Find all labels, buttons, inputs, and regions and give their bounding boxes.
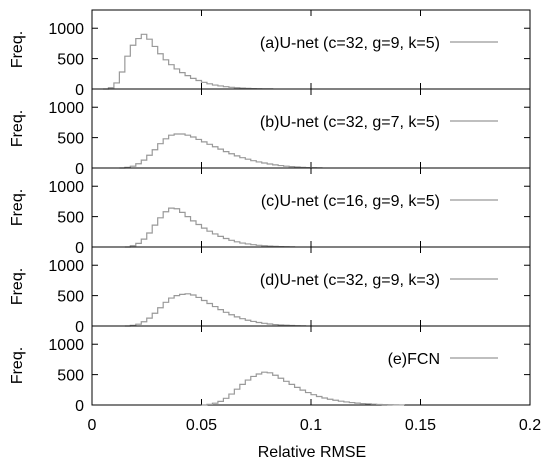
legend-entry: (c)U-net (c=16, g=9, k=5) bbox=[261, 193, 440, 210]
x-tick-label: 0.1 bbox=[300, 417, 322, 434]
y-axis-label: Freq. bbox=[9, 110, 26, 147]
y-tick-label: 1000 bbox=[48, 21, 84, 38]
legend-entry: (a)U-net (c=32, g=9, k=5) bbox=[260, 35, 440, 52]
y-tick-label: 500 bbox=[57, 289, 84, 306]
x-tick-label: 0 bbox=[88, 417, 97, 434]
x-tick-label: 0.05 bbox=[186, 417, 217, 434]
histogram-series bbox=[119, 133, 323, 169]
panel-c: 0 500 1000 Freq. (c)U-net (c=16, g=9, k=5) bbox=[9, 167, 531, 257]
histogram-series bbox=[124, 293, 307, 327]
y-axis-label: Freq. bbox=[9, 347, 26, 384]
histogram-series bbox=[124, 207, 296, 248]
x-tick-label: 0.2 bbox=[519, 417, 541, 434]
legend-entry: (d)U-net (c=32, g=9, k=3) bbox=[260, 272, 440, 289]
y-tick-label: 500 bbox=[57, 210, 84, 227]
panel-d: 0 500 1000 Freq. (d)U-net (c=32, g=9, k=3) bbox=[9, 246, 531, 336]
panel-b: 0 500 1000 Freq. (b)U-net (c=32, g=7, k=5) bbox=[9, 88, 531, 178]
y-tick-label: 0 bbox=[75, 161, 84, 178]
y-tick-label: 0 bbox=[75, 240, 84, 257]
y-tick-label: 1000 bbox=[48, 179, 84, 196]
legend-entry: (b)U-net (c=32, g=7, k=5) bbox=[260, 114, 440, 131]
legend-entry: (e)FCN bbox=[388, 351, 440, 368]
histogram-series bbox=[201, 371, 405, 406]
y-axis-label: Freq. bbox=[9, 189, 26, 226]
panel-e: 0 500 1000 Freq. (e)FCN bbox=[9, 325, 531, 415]
y-axis-label: Freq. bbox=[9, 268, 26, 305]
y-tick-label: 1000 bbox=[48, 258, 84, 275]
y-tick-label: 0 bbox=[75, 82, 84, 99]
panel-a: 0 500 1000 Freq. (a)U-net (c=32, g=9, k=5) bbox=[9, 9, 531, 99]
y-axis-label: Freq. bbox=[9, 31, 26, 68]
y-tick-label: 0 bbox=[75, 319, 84, 336]
y-tick-label: 1000 bbox=[48, 337, 84, 354]
y-tick-label: 1000 bbox=[48, 100, 84, 117]
y-tick-label: 500 bbox=[57, 131, 84, 148]
y-tick-label: 500 bbox=[57, 368, 84, 385]
y-tick-label: 500 bbox=[57, 52, 84, 69]
x-tick-label: 0.15 bbox=[405, 417, 436, 434]
x-axis-label: Relative RMSE bbox=[258, 444, 366, 461]
histogram-series bbox=[102, 33, 274, 90]
y-tick-label: 0 bbox=[75, 398, 84, 415]
